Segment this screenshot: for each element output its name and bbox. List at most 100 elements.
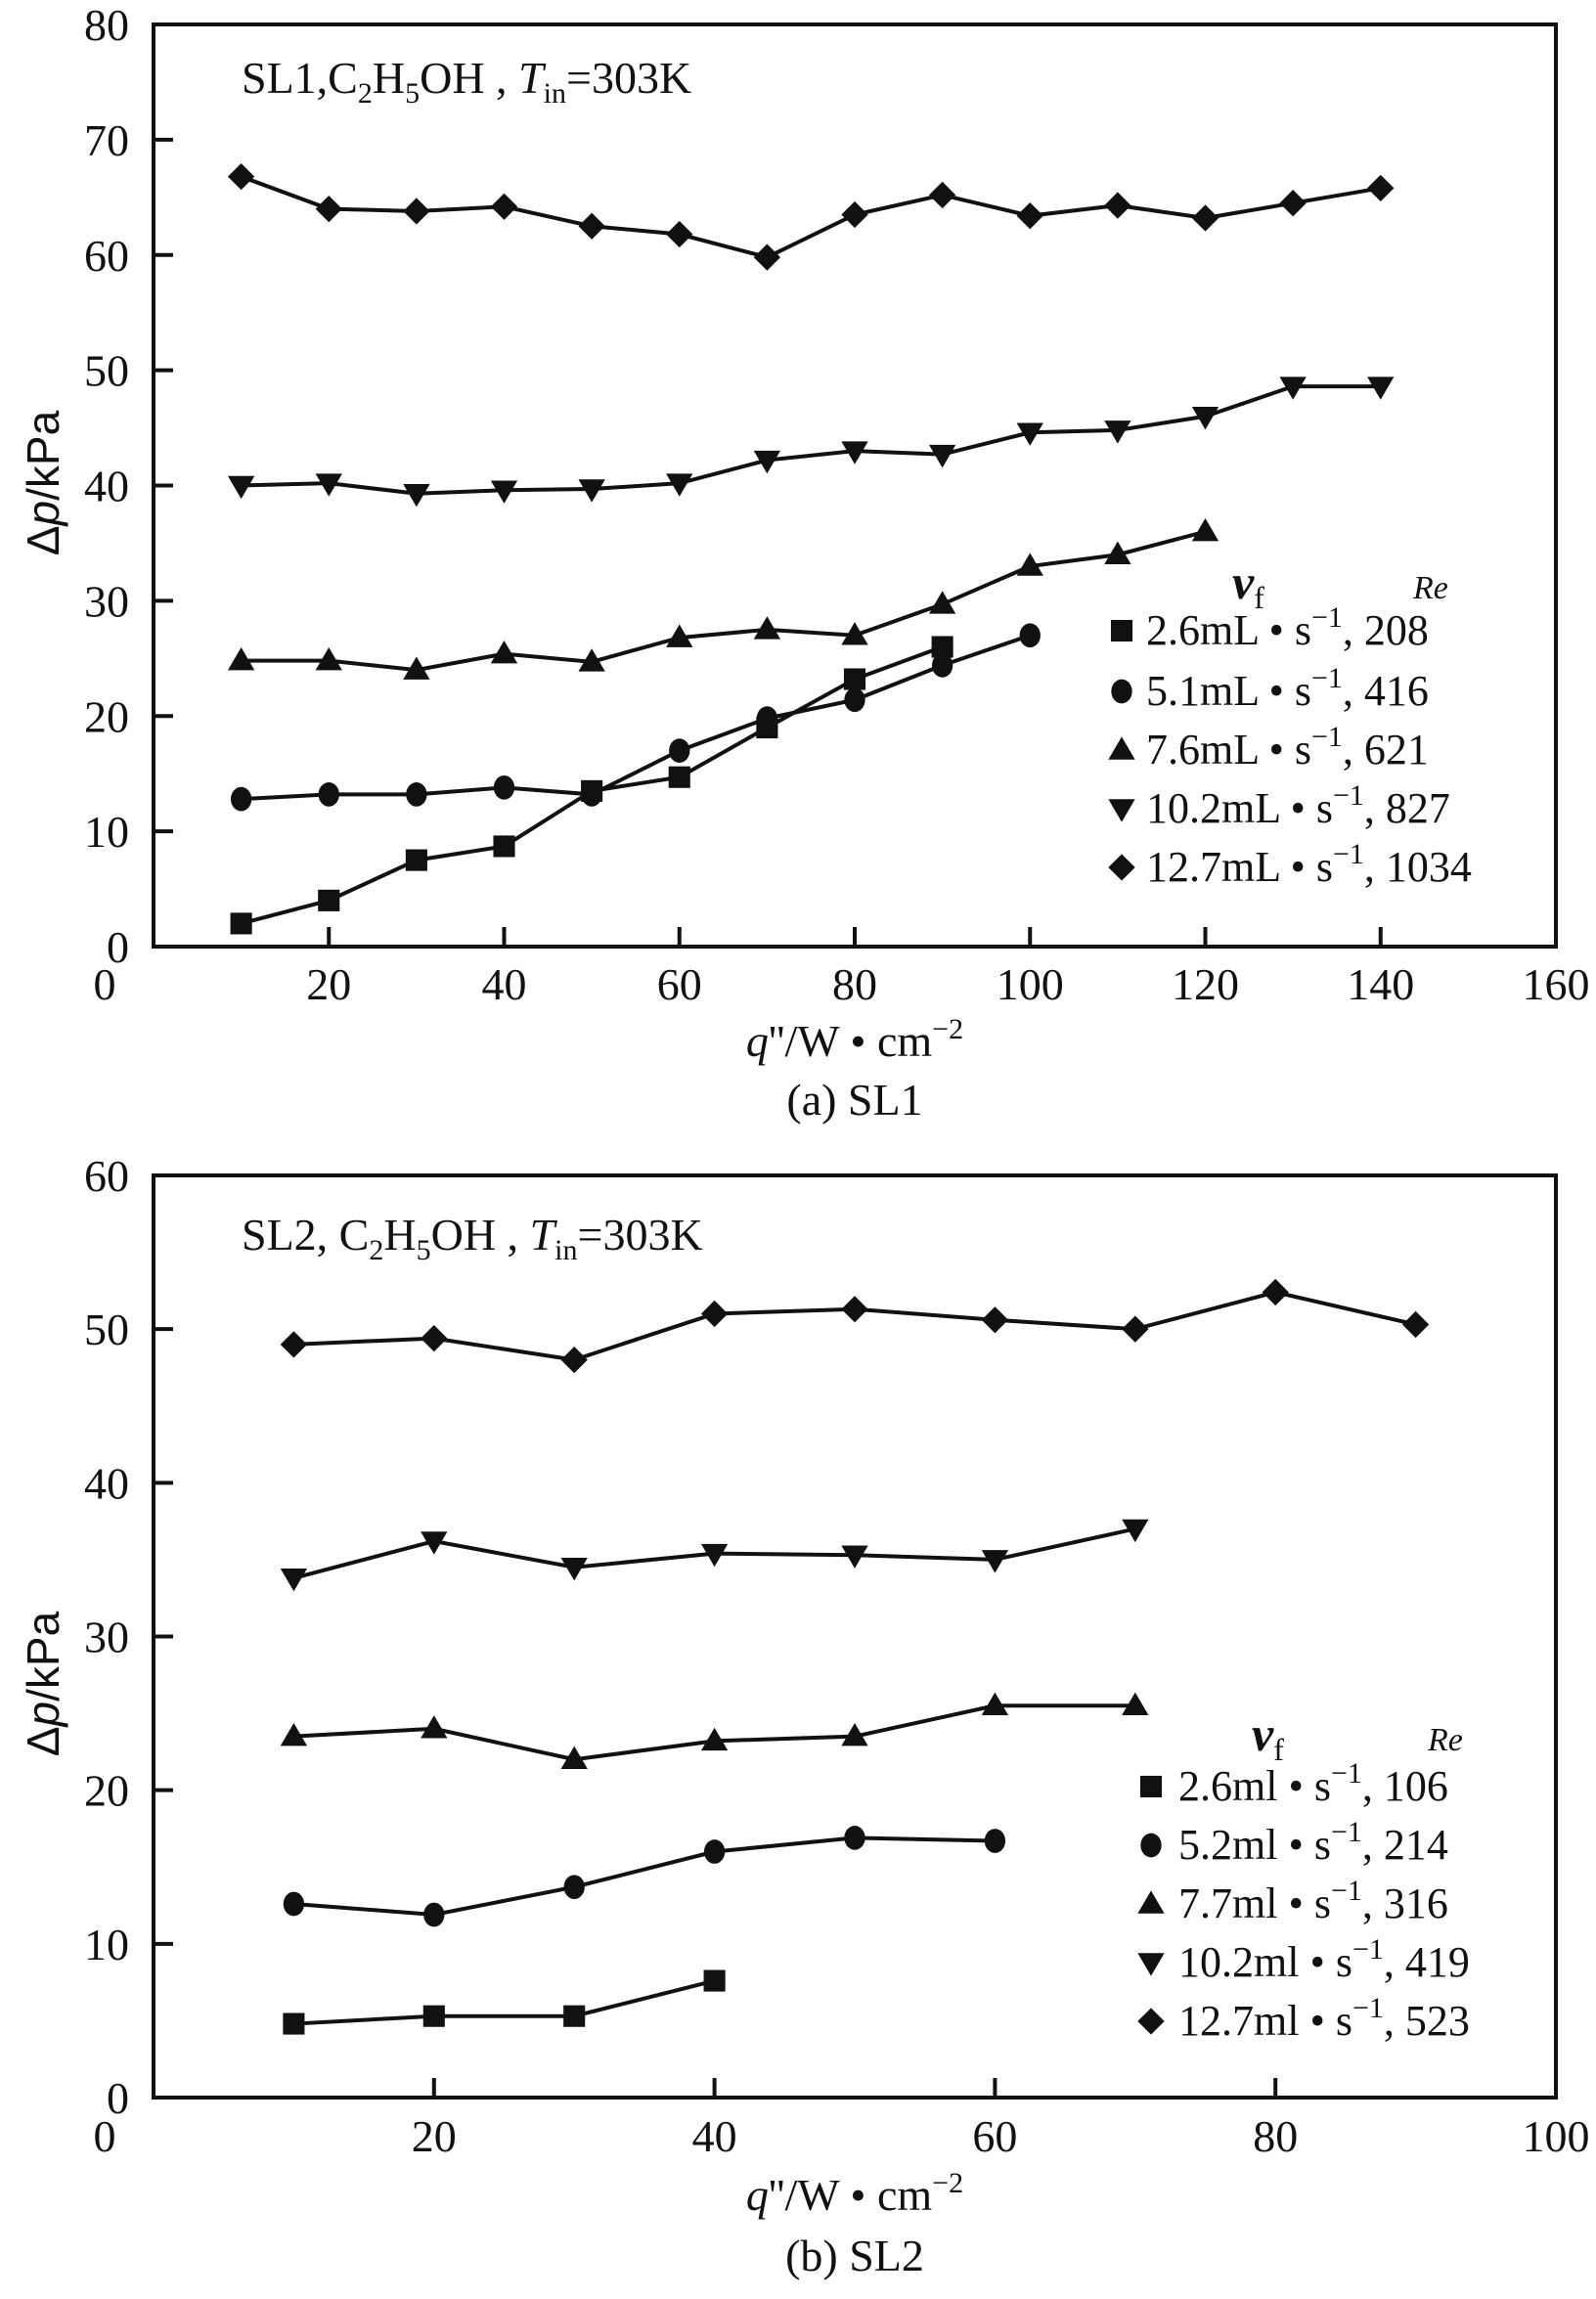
legend-re: 523	[1405, 1997, 1470, 2045]
annotation-subscript: 5	[417, 1234, 431, 1266]
legend-rate: 5.2ml	[1178, 1821, 1277, 1869]
y-label-unit: /kPa	[18, 1611, 68, 1701]
data-point	[1122, 1315, 1149, 1343]
y-label-symbol: Δ	[18, 525, 68, 555]
data-point	[283, 1891, 305, 1917]
data-point	[493, 835, 515, 858]
data-point	[421, 1715, 448, 1739]
data-point	[280, 1331, 308, 1358]
legend-unit: s	[1316, 784, 1333, 832]
legend-re: 208	[1364, 606, 1429, 654]
legend-header-v: v	[1232, 554, 1255, 609]
legend-label: 10.2mL • s−1, 827	[1146, 779, 1450, 832]
data-point	[1016, 422, 1043, 446]
y-tick-label: 0	[107, 922, 129, 972]
x-tick-label: 160	[1523, 959, 1590, 1009]
x-tick-label: 60	[972, 2111, 1017, 2161]
data-point	[405, 849, 427, 871]
legend-entry: 10.2mL • s−1, 827	[1108, 779, 1450, 832]
x-tick-label: 0	[94, 959, 116, 1009]
legend-re: 1034	[1386, 843, 1472, 891]
x-label-unit: ''/W • cm	[769, 2170, 932, 2220]
chart-a: 0 20 40 60 80 100 120 140 160 10 20 30 40 50 60 70 80 0 SL…	[18, 0, 1590, 1125]
legend-rate: 2.6mL	[1146, 606, 1258, 654]
data-point	[406, 782, 427, 807]
legend-unit: s	[1336, 1997, 1352, 2045]
data-point	[1191, 518, 1219, 542]
legend-re: 621	[1364, 726, 1429, 774]
series-triangle-down	[280, 1519, 1149, 1592]
legend-re: 316	[1384, 1879, 1448, 1927]
legend-label: 7.7ml • s−1, 316	[1178, 1875, 1448, 1927]
annotation-text: =303K	[578, 1210, 703, 1260]
data-point	[315, 647, 342, 671]
legend-unit: s	[1336, 1938, 1352, 1986]
legend-entry: 7.7ml • s−1, 316	[1137, 1875, 1448, 1927]
legend-exponent: −1	[1352, 1992, 1384, 2024]
data-point	[283, 2012, 305, 2035]
annotation-text: OH ,	[420, 53, 518, 103]
data-point	[844, 1826, 865, 1850]
data-point	[490, 640, 518, 664]
legend-re: 416	[1364, 667, 1429, 715]
legend-marker	[1110, 619, 1133, 642]
data-point	[981, 1306, 1009, 1334]
data-point	[981, 1692, 1009, 1715]
series-line	[241, 529, 1207, 673]
data-point	[1104, 192, 1131, 219]
data-point	[931, 653, 953, 678]
y-label-symbol: Δ	[18, 1726, 68, 1756]
data-point	[227, 475, 255, 500]
data-point	[560, 1558, 588, 1581]
data-point	[422, 2005, 445, 2027]
legend-unit: s	[1314, 1879, 1331, 1927]
data-point	[700, 1727, 729, 1751]
x-axis-label: q''/W • cm−2	[746, 1013, 963, 1066]
chart-caption: (b) SL2	[785, 2231, 924, 2280]
series-triangle-up	[227, 518, 1219, 680]
data-point	[493, 774, 515, 800]
separator: ,	[1362, 1762, 1384, 1810]
y-axis-label: Δp/kPa	[18, 1611, 68, 1756]
data-point	[1016, 553, 1043, 576]
data-point	[928, 444, 956, 468]
data-point	[844, 687, 865, 713]
legend-header-vf: vf	[1252, 1706, 1284, 1767]
y-tick-label: 0	[107, 2073, 129, 2123]
y-tick-label: 50	[84, 346, 129, 396]
separator: •	[1258, 606, 1294, 654]
legend-rate: 10.2ml	[1178, 1938, 1299, 1986]
legend-marker	[1139, 1775, 1163, 1798]
data-point	[403, 484, 430, 508]
series-circle	[283, 1826, 1006, 1927]
legend-rate: 12.7mL	[1146, 843, 1279, 891]
legend-header-sub: f	[1254, 580, 1264, 615]
annotation-text: SL1,C	[242, 53, 358, 103]
annotation-subscript: 5	[405, 77, 420, 110]
y-tick-label: 70	[84, 115, 129, 165]
data-point	[669, 738, 690, 763]
chart-b: 0 20 40 60 80 100 10 20 30 40 50 60 0 SL2, C2H5OH , T…	[18, 1151, 1590, 2280]
x-tick-label: 80	[832, 959, 877, 1009]
annotation-text: T	[518, 53, 547, 103]
chart-annotation: SL1,C2H5OH , Tin=303K	[242, 53, 691, 110]
legend-unit: s	[1314, 1821, 1331, 1869]
separator: •	[1299, 1997, 1335, 2045]
data-point	[1279, 376, 1307, 400]
separator: •	[1277, 1821, 1313, 1869]
data-point	[490, 480, 518, 504]
annotation-text: OH ,	[431, 1210, 530, 1260]
legend-entry: 2.6ml • s−1, 106	[1139, 1757, 1448, 1810]
legend-unit: s	[1295, 667, 1311, 715]
data-point	[560, 1346, 588, 1374]
series-triangle-up	[280, 1692, 1149, 1769]
legend-exponent: −1	[1331, 1875, 1362, 1907]
data-point	[563, 1875, 585, 1900]
legend-unit: s	[1316, 843, 1333, 891]
data-point	[280, 1723, 308, 1746]
data-point	[315, 473, 342, 497]
legend-header-v: v	[1252, 1706, 1274, 1761]
legend-label: 5.2ml • s−1, 214	[1178, 1816, 1448, 1869]
